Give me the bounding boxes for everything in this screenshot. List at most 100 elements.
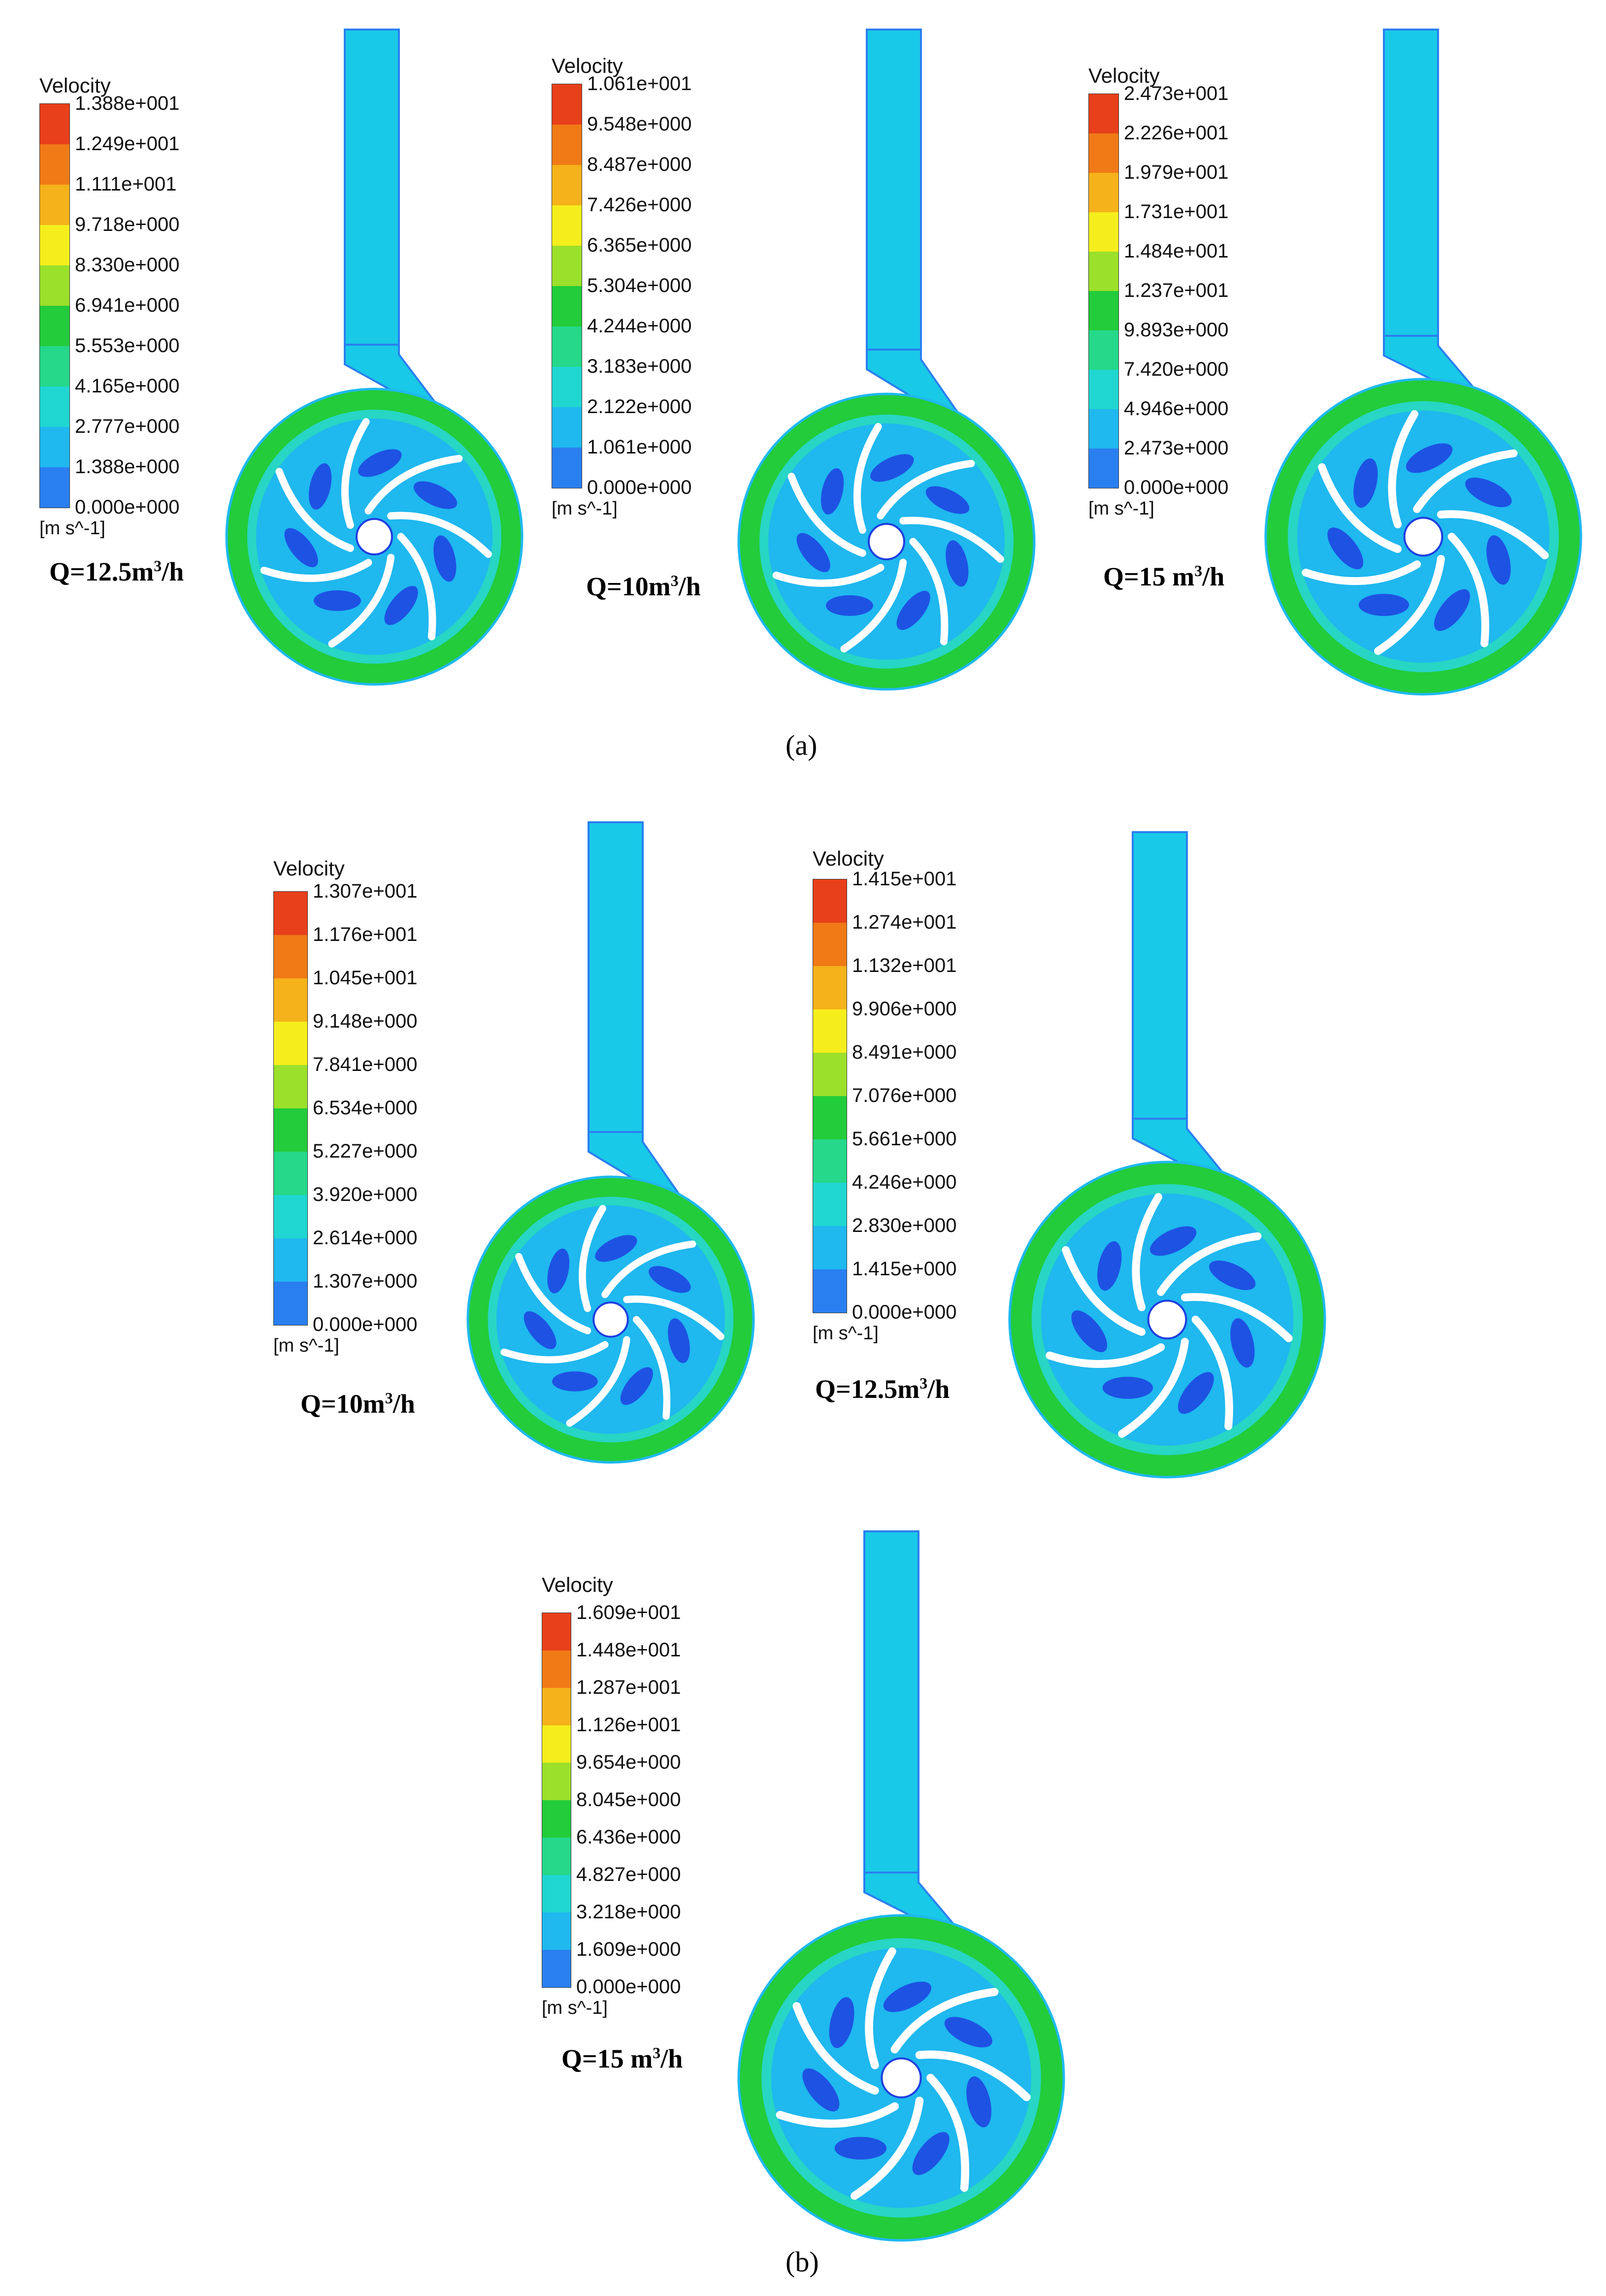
impeller-hub [881, 2057, 922, 2099]
legend-tick-label: 4.165e+000 [75, 375, 180, 397]
impeller-blade [792, 2002, 879, 2095]
legend-color-segment [274, 892, 307, 935]
impeller-blade [515, 1253, 591, 1334]
legend-color-segment [1089, 133, 1118, 173]
low-velocity-zone [668, 1318, 690, 1363]
impeller-blade [877, 459, 975, 519]
impeller-blade [1437, 510, 1549, 559]
legend-tick-label: 8.487e+000 [587, 154, 692, 175]
legend-color-segment [552, 125, 582, 165]
impeller-blade [500, 1341, 609, 1363]
low-velocity-zone [433, 535, 457, 582]
low-velocity-zone [1071, 1310, 1108, 1353]
low-velocity-zone [944, 2017, 993, 2048]
legend-color-segment [552, 448, 582, 488]
impeller-blade [1062, 1246, 1146, 1336]
legend-tick-label: 9.148e+000 [313, 1010, 418, 1032]
legend-tick-label: 1.979e+001 [1124, 162, 1229, 183]
impeller-blade [1447, 533, 1489, 647]
low-velocity-zone [1097, 1241, 1122, 1291]
legend-tick-label: 1.307e+001 [313, 880, 418, 902]
legend-color-bar [552, 84, 582, 488]
low-velocity-zone [313, 590, 361, 611]
caption-exponent: 3 [919, 1374, 928, 1392]
legend-color-segment [1089, 252, 1118, 291]
subfigure-label: (b) [786, 2246, 819, 2278]
legend-unit: [m s^-1] [552, 498, 618, 519]
caption-unit: /h [1202, 562, 1225, 591]
legend-tick-label: 1.274e+001 [852, 911, 957, 933]
legend-unit: [m s^-1] [39, 518, 105, 539]
caption-main: Q=15 m [561, 2044, 653, 2073]
legend-color-segment [40, 427, 69, 467]
impeller-blade [1046, 1343, 1165, 1368]
impeller-hub [868, 523, 905, 560]
impeller-hub [356, 518, 393, 555]
legend-color-segment [542, 1613, 571, 1650]
legend-color-segment [274, 1238, 307, 1282]
low-velocity-zone [413, 481, 458, 509]
legend-tick-label: 7.420e+000 [1124, 358, 1229, 380]
legend-unit: [m s^-1] [542, 1998, 608, 2018]
legend-color-segment [274, 935, 307, 978]
legend-color-segment [813, 1139, 847, 1183]
legend-title: Velocity [39, 74, 111, 97]
legend-title: Velocity [273, 857, 345, 880]
caption-unit: /h [660, 2044, 683, 2073]
impeller-blade [364, 454, 463, 515]
legend-tick-label: 0.000e+000 [576, 1976, 681, 1998]
legend-color-segment [813, 966, 847, 1009]
low-velocity-zone [358, 449, 402, 477]
pump-velocity-contour [737, 29, 1036, 691]
legend-tick-label: 1.609e+000 [576, 1939, 681, 1960]
impeller-blade [915, 2050, 1031, 2102]
low-velocity-zone [870, 454, 914, 482]
legend-tick-label: 0.000e+000 [587, 477, 692, 498]
subfigure-label: (a) [786, 729, 818, 761]
low-velocity-zone [825, 595, 873, 616]
caption-exponent: 3 [670, 572, 679, 589]
caption-unit: /h [162, 557, 184, 586]
impeller-blade [926, 2073, 970, 2192]
impeller-blade [853, 423, 882, 534]
impeller-blade [787, 473, 866, 557]
legend-tick-label: 3.218e+000 [576, 1901, 681, 1923]
legend-unit: [m s^-1] [813, 1323, 879, 1344]
legend-color-bar [542, 1613, 571, 1988]
low-velocity-zone [896, 590, 930, 630]
impeller-hub [1147, 1299, 1187, 1340]
legend-tick-label: 0.000e+000 [852, 1301, 957, 1323]
legend-color-segment [40, 387, 69, 427]
legend-tick-label: 8.491e+000 [852, 1041, 957, 1063]
legend-color-segment [542, 1875, 571, 1912]
legend-color-bar [39, 103, 70, 508]
legend-tick-label: 2.473e+000 [1124, 437, 1229, 459]
legend-color-segment [40, 467, 69, 508]
low-velocity-zone [1178, 1372, 1214, 1414]
legend-tick-label: 2.830e+000 [852, 1215, 957, 1236]
outlet-pipe [863, 1530, 919, 1874]
impeller-blade [387, 512, 492, 558]
legend-tick-label: 5.661e+000 [852, 1128, 957, 1150]
low-velocity-zone [595, 1235, 637, 1262]
legend-color-segment [542, 1800, 571, 1838]
legend-tick-label: 6.941e+000 [75, 294, 180, 316]
legend-color-segment [542, 1763, 571, 1800]
legend-tick-label: 1.388e+000 [75, 456, 180, 478]
caption-exponent: 3 [385, 1389, 393, 1407]
legend-color-segment [552, 84, 582, 125]
impeller-blade [601, 1240, 696, 1298]
impeller-blade [851, 2097, 924, 2200]
legend-color-segment [1089, 212, 1118, 252]
low-velocity-zone [552, 1371, 598, 1391]
flow-rate-caption: Q=12.5m3/h [815, 1374, 950, 1404]
flow-rate-caption: Q=15 m3/h [1103, 561, 1224, 592]
low-velocity-zone [1434, 589, 1470, 631]
impeller-blade [397, 533, 436, 641]
low-velocity-zone [1465, 477, 1512, 508]
caption-exponent: 3 [1194, 562, 1203, 580]
legend-tick-label: 2.122e+000 [587, 396, 692, 418]
legend-color-segment [40, 265, 69, 306]
impeller-blade [566, 1336, 630, 1427]
outlet-pipe [866, 29, 922, 351]
